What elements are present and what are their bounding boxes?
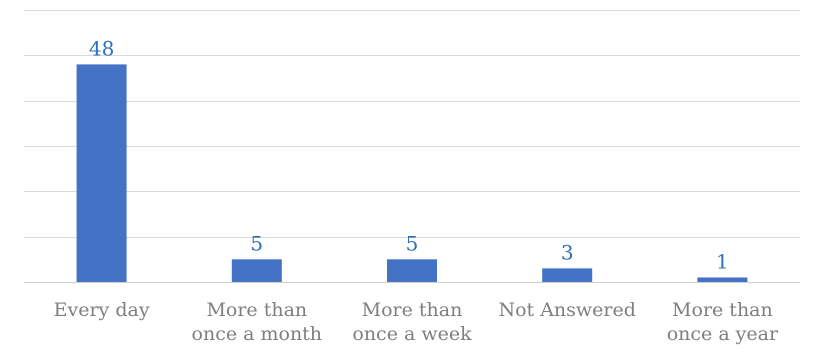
category-label: More than once a week [352,299,472,345]
data-label: 1 [716,249,729,273]
data-label: 5 [250,231,263,255]
bar [542,268,593,282]
bar [697,277,748,282]
data-label: 3 [561,240,574,264]
category-label: Every day [54,299,150,321]
category-label: More than once a year [667,299,779,345]
category-label-line: More than [206,299,307,321]
category-label-line: once a month [192,323,323,345]
category-label-line: Every day [54,299,150,321]
data-label: 5 [406,231,419,255]
category-label-line: once a year [667,323,779,345]
category-label: More than once a month [192,299,323,345]
bar-series [76,64,748,283]
data-labels: 48 5 5 3 1 [89,36,729,273]
category-label: Not Answered [498,299,635,321]
category-label-line: More than [362,299,463,321]
category-label-line: Not Answered [498,299,635,321]
bar [231,259,282,282]
category-label-line: More than [672,299,773,321]
bar [76,64,127,283]
data-label: 48 [89,36,114,60]
gridlines [24,10,800,283]
category-label-line: once a week [352,323,472,345]
bar [387,259,437,282]
